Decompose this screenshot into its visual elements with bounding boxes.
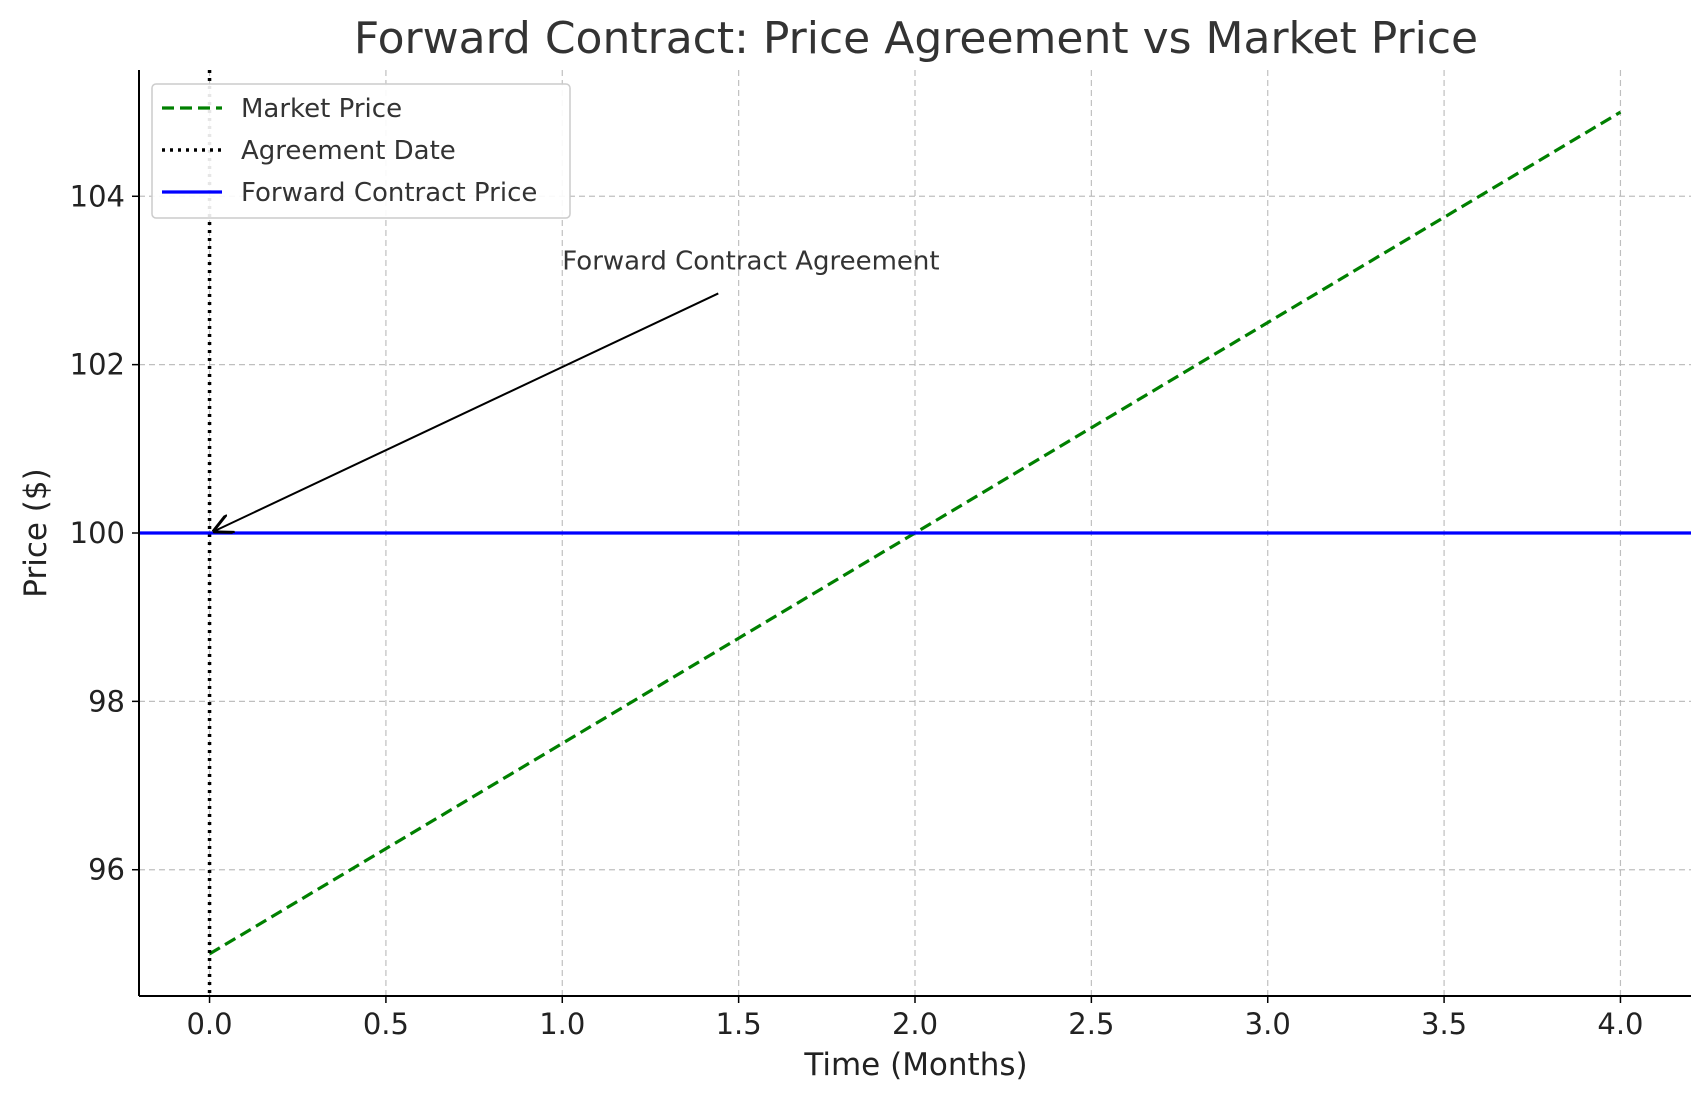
x-tick-label: 3.5 — [1421, 1007, 1467, 1041]
legend: Market Price Agreement Date Forward Contra… — [151, 83, 571, 219]
x-tick-label: 2.5 — [1068, 1007, 1114, 1041]
y-tick-label: 102 — [70, 348, 125, 382]
x-tick-label: 1.5 — [716, 1007, 762, 1041]
annotation-label: Forward Contract Agreement — [562, 246, 939, 276]
chart-title: Forward Contract: Price Agreement vs Mar… — [354, 13, 1478, 64]
legend-box — [151, 83, 571, 219]
y-tick-label: 96 — [88, 853, 125, 887]
x-tick-label: 4.0 — [1597, 1007, 1643, 1041]
x-tick-label: 0.0 — [186, 1007, 232, 1041]
y-tick-label: 100 — [70, 516, 125, 550]
x-tick-label: 3.0 — [1245, 1007, 1291, 1041]
y-axis-label: Price ($) — [18, 468, 54, 597]
legend-label: Market Price — [241, 94, 402, 124]
legend-label: Agreement Date — [241, 136, 456, 166]
x-axis-label: Time (Months) — [803, 1047, 1027, 1083]
y-tick-label: 104 — [70, 179, 125, 213]
ticks: 0.0 0.5 1.0 1.5 2.0 2.5 3.0 3.5 4.0 96 98 100 102 104 — [70, 179, 1644, 1041]
x-tick-label: 1.0 — [539, 1007, 585, 1041]
plot-area — [139, 70, 1691, 996]
annotation: Forward Contract Agreement — [215, 246, 940, 531]
annotation-arrow — [215, 292, 719, 531]
x-tick-label: 2.0 — [892, 1007, 938, 1041]
y-tick-label: 98 — [88, 684, 125, 718]
x-tick-label: 0.5 — [363, 1007, 409, 1041]
legend-label: Forward Contract Price — [241, 178, 537, 208]
